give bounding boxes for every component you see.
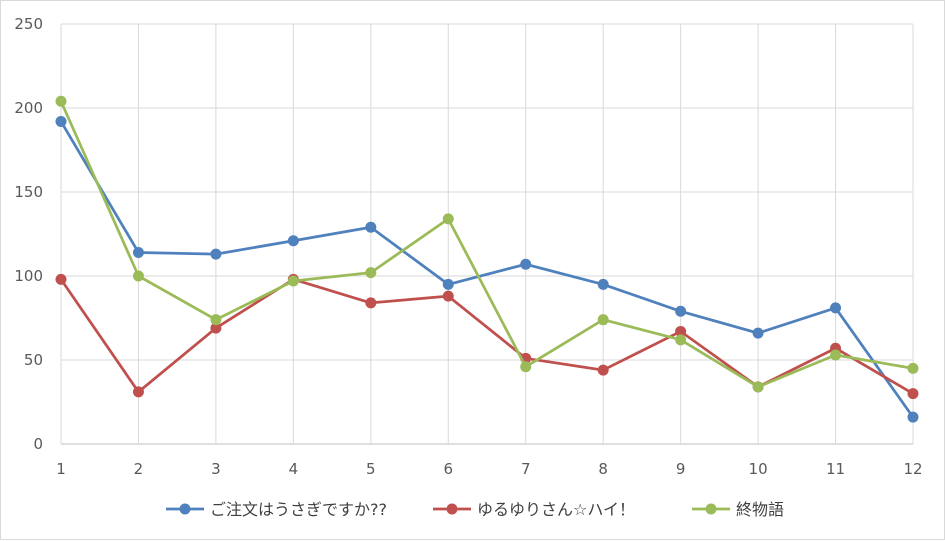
y-tick-label: 100	[14, 267, 43, 285]
y-tick-label: 200	[14, 99, 43, 117]
data-point	[365, 221, 377, 233]
data-point	[597, 278, 609, 290]
data-point	[132, 386, 144, 398]
data-point	[597, 364, 609, 376]
data-point	[907, 362, 919, 374]
x-tick-label: 8	[598, 460, 608, 478]
data-point	[210, 314, 222, 326]
data-point	[210, 248, 222, 260]
x-tick-label: 2	[134, 460, 144, 478]
x-tick-label: 3	[211, 460, 221, 478]
legend-label: ご注文はうさぎですか??	[210, 500, 387, 519]
series-group	[55, 95, 919, 423]
data-point	[752, 381, 764, 393]
data-point	[675, 325, 687, 337]
data-point	[55, 115, 67, 127]
y-tick-label: 50	[24, 351, 43, 369]
y-tick-label: 0	[33, 435, 43, 453]
legend-entry: ご注文はうさぎですか??	[166, 500, 387, 519]
data-point	[675, 305, 687, 317]
data-point	[55, 273, 67, 285]
legend-marker	[446, 503, 458, 515]
y-tick-label: 250	[14, 15, 43, 33]
data-point	[520, 258, 532, 270]
gridlines	[60, 23, 914, 445]
data-point	[210, 322, 222, 334]
series-line	[59, 100, 914, 389]
x-tick-label: 9	[676, 460, 686, 478]
y-tick-label: 150	[14, 183, 43, 201]
data-point	[132, 246, 144, 258]
y-axis-ticks: 0 50 100 150 200 250	[14, 15, 43, 453]
x-tick-label: 7	[521, 460, 531, 478]
legend-label: 終物語	[736, 500, 784, 519]
data-point	[907, 388, 919, 400]
x-tick-label: 1	[56, 460, 66, 478]
data-point	[287, 275, 299, 287]
data-point	[520, 361, 532, 373]
x-axis-ticks: 1 2 3 4 5 6 7 8 9 10 11 12	[56, 460, 922, 478]
data-point	[752, 327, 764, 339]
x-tick-label: 11	[826, 460, 845, 478]
data-point	[442, 213, 454, 225]
data-point	[55, 95, 67, 107]
x-tick-label: 5	[366, 460, 376, 478]
x-tick-label: 12	[903, 460, 922, 478]
data-point	[675, 334, 687, 346]
data-point	[442, 290, 454, 302]
data-point	[442, 278, 454, 290]
data-point	[907, 411, 919, 423]
x-tick-label: 4	[289, 460, 299, 478]
data-point	[365, 297, 377, 309]
legend-marker	[705, 503, 717, 515]
x-tick-label: 6	[443, 460, 453, 478]
legend-marker	[179, 503, 191, 515]
data-point	[830, 302, 842, 314]
data-point	[132, 270, 144, 282]
legend: ご注文はうさぎですか?? ゆるゆりさん☆ハイ！ 終物語	[166, 500, 784, 519]
x-tick-label: 10	[749, 460, 768, 478]
series-1	[55, 115, 919, 423]
legend-entry: ゆるゆりさん☆ハイ！	[433, 500, 635, 519]
data-point	[597, 314, 609, 326]
data-point	[365, 267, 377, 279]
data-point	[830, 349, 842, 361]
series-3	[55, 95, 919, 393]
legend-entry: 終物語	[692, 500, 784, 519]
legend-label: ゆるゆりさん☆ハイ！	[477, 500, 635, 519]
data-point	[287, 235, 299, 247]
series-line	[59, 120, 915, 418]
